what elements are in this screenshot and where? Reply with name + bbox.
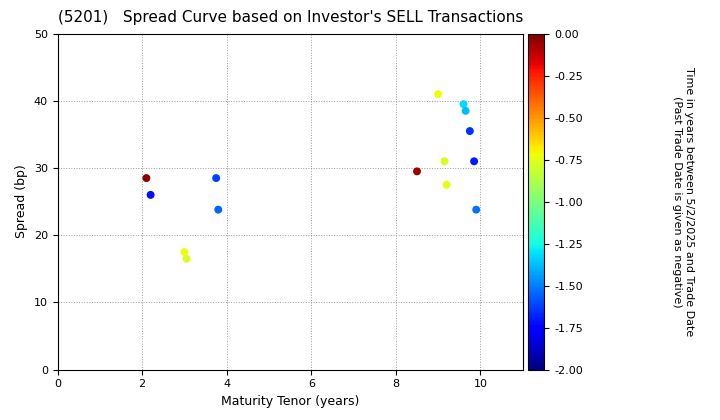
Point: [212, 206, 224, 213]
Y-axis label: Spread (bp): Spread (bp): [15, 165, 28, 239]
Point: [433, 91, 444, 97]
Point: [441, 181, 452, 188]
Point: [460, 108, 472, 114]
Text: (5201)   Spread Curve based on Investor's SELL Transactions: (5201) Spread Curve based on Investor's …: [58, 10, 523, 26]
X-axis label: Maturity Tenor (years): Maturity Tenor (years): [221, 395, 359, 408]
Point: [458, 101, 469, 108]
Point: [468, 158, 480, 165]
Point: [438, 158, 450, 165]
Point: [470, 206, 482, 213]
Point: [145, 192, 156, 198]
Point: [181, 255, 192, 262]
Point: [411, 168, 423, 175]
Point: [140, 175, 152, 181]
Point: [179, 249, 190, 255]
Point: [210, 175, 222, 181]
Y-axis label: Time in years between 5/2/2025 and Trade Date
(Past Trade Date is given as negat: Time in years between 5/2/2025 and Trade…: [672, 67, 694, 336]
Point: [464, 128, 476, 134]
